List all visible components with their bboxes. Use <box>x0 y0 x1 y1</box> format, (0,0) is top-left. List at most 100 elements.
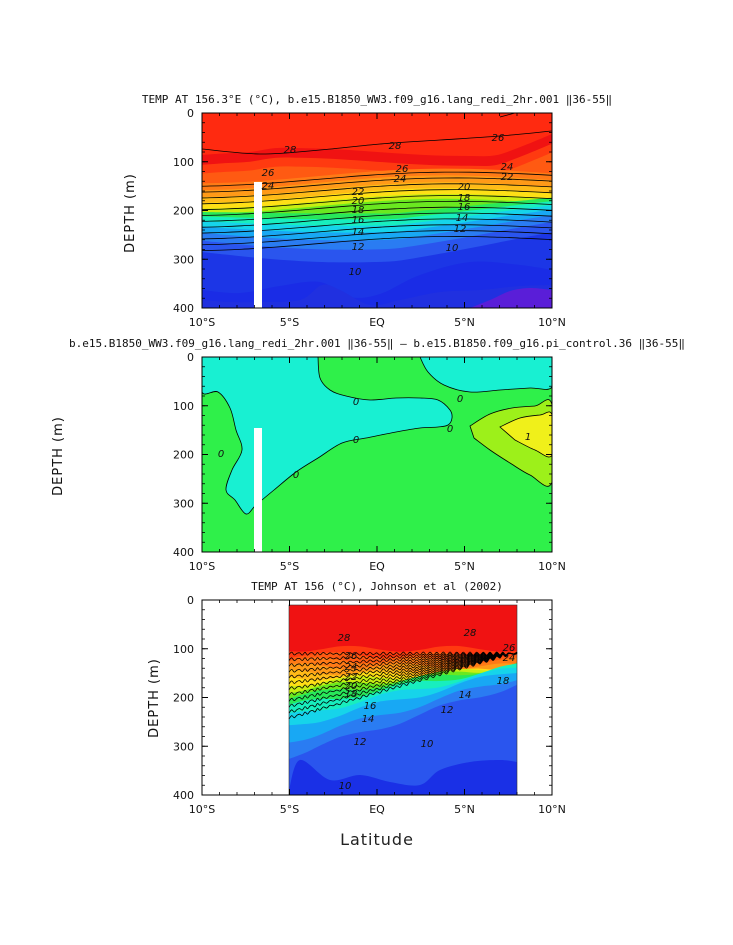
panel2-negative-region <box>202 357 453 515</box>
panel3-xtick-label: 5°N <box>454 803 475 816</box>
panel3-isotherm <box>288 652 518 696</box>
panel1-xtick-label: 10°S <box>189 316 215 329</box>
panel2-ytick-label: 300 <box>173 497 194 510</box>
panel3-xlabel: Latitude <box>340 830 414 849</box>
panel2-max-core <box>499 411 552 458</box>
panel2-clabel: 0 <box>353 397 359 408</box>
panel3-isotherm <box>288 651 518 708</box>
panel1-xtick-label: 5°N <box>454 316 475 329</box>
panel1-clabel: 10 <box>446 243 459 254</box>
panel1-clabel: 22 <box>501 172 514 183</box>
panel1-ytick-label: 200 <box>173 205 194 218</box>
panel3-clabel: 26 <box>503 643 516 654</box>
panel2-xtick-label: EQ <box>369 560 385 573</box>
panel2-missing-data-gap <box>254 428 262 552</box>
panel1-ytick-label: 400 <box>173 302 194 315</box>
panel3-clabel: 12 <box>441 705 454 716</box>
panel3-isotherm <box>288 652 518 679</box>
panel3-clabel: 10 <box>421 739 434 750</box>
panel2-ytick-label: 400 <box>173 546 194 559</box>
panel3-clabel: 22 <box>345 672 358 683</box>
panel3-ylabel: DEPTH (m) <box>147 658 162 738</box>
panel1-missing-data-gap <box>254 182 262 308</box>
panel1-ytick-label: 300 <box>173 253 194 266</box>
panel2-contour-field <box>202 357 552 552</box>
panel3-axes: 10°S 5°S EQ 5°N 10°N 0 100 200 300 400 <box>173 594 566 816</box>
panel3-clabel: 24 <box>503 653 516 664</box>
panel3-clabel: 26 <box>345 651 358 662</box>
panel3-xtick-label: 10°N <box>538 803 566 816</box>
panel3-isotherm <box>288 652 518 673</box>
panel3-ytick-label: 200 <box>173 692 194 705</box>
panel1-ytick-label: 0 <box>187 107 194 120</box>
panel2-xtick-label: 5°S <box>280 560 299 573</box>
panel2-xtick-label: 10°N <box>538 560 566 573</box>
panel3-ytick-label: 0 <box>187 594 194 607</box>
panel2-title: b.e15.B1850_WW3.f09_g16.lang_redi_2hr.00… <box>69 337 685 350</box>
panel1-xtick-label: 10°N <box>538 316 566 329</box>
panel1-isotherm-28 <box>202 130 552 155</box>
panel3-xtick-label: EQ <box>369 803 385 816</box>
panel3-clabel: 24 <box>345 662 358 673</box>
panel1-clabel: 28 <box>284 145 297 156</box>
panel2-xtick-label: 10°S <box>189 560 215 573</box>
panel2-clabel: 0 <box>353 435 359 446</box>
panel1-clabel: 28 <box>389 141 402 152</box>
panel1-xtick-label: EQ <box>369 316 385 329</box>
panel2-clabel: 0 <box>218 449 224 460</box>
panel2-clabel: 0 <box>293 470 299 481</box>
panel3-contour-lines <box>288 651 518 720</box>
panel1-clabel: 24 <box>501 162 514 173</box>
panel2-xtick-label: 5°N <box>454 560 475 573</box>
panel1-clabel: 24 <box>394 174 407 185</box>
panel3-clabel: 28 <box>464 628 477 639</box>
panel1-clabel: 18 <box>458 193 471 204</box>
panel3-isotherm <box>288 652 518 685</box>
panel3-isotherm <box>288 651 518 720</box>
panel3-isotherm <box>288 652 518 690</box>
panel3-xtick-label: 5°S <box>280 803 299 816</box>
panel2-contour-labels: 0 0 0 0 0 0 1 <box>218 394 531 481</box>
panel1-clabel: 16 <box>352 215 365 226</box>
panel3-clabel: 28 <box>338 633 351 644</box>
panel3-clabel: 12 <box>354 737 367 748</box>
panel3-clabel: 14 <box>362 714 375 725</box>
panel3-clabel: 16 <box>364 701 377 712</box>
panel1-title: TEMP AT 156.3°E (°C), b.e15.B1850_WW3.f0… <box>142 93 612 106</box>
panel1-clabel: 10 <box>349 267 362 278</box>
panel3-clabel: 14 <box>459 690 472 701</box>
panel1-clabel: 12 <box>352 242 365 253</box>
panel1-clabel: 16 <box>458 202 471 213</box>
panel2-ylabel: DEPTH (m) <box>51 416 66 496</box>
panel3-isotherm <box>288 651 518 714</box>
panel2-clabel: 1 <box>525 432 531 443</box>
panel1-ylabel: DEPTH (m) <box>123 173 138 253</box>
panel1-axes: 10°S 5°S EQ 5°N 10°N 0 100 200 300 400 <box>173 107 566 329</box>
panel3-clabel: 20 <box>345 681 358 692</box>
panel3-isotherm <box>288 651 518 662</box>
panel3-ytick-label: 400 <box>173 789 194 802</box>
panel3-data-extent <box>288 604 518 795</box>
panel3-clabel: 18 <box>345 689 358 700</box>
panel1-clabel: 24 <box>262 181 275 192</box>
panel2-ytick-label: 100 <box>173 400 194 413</box>
panel2-ytick-label: 0 <box>187 351 194 364</box>
panel3-band-deep <box>289 759 517 795</box>
panel2-clabel: 0 <box>457 394 463 405</box>
panel1-clabel: 14 <box>456 213 469 224</box>
panel1-clabel: 18 <box>352 205 365 216</box>
panel3-clabel: 18 <box>497 676 510 687</box>
panel1-clabel: 20 <box>352 196 365 207</box>
panel3-clabel: 10 <box>339 781 352 792</box>
panel1-clabel: 26 <box>396 164 409 175</box>
panel1-clabel: 14 <box>352 227 365 238</box>
panel1-ytick-label: 100 <box>173 156 194 169</box>
panel1-clabel: 22 <box>352 187 365 198</box>
panel3-isotherm <box>288 651 518 656</box>
panel2-clabel: 0 <box>447 424 453 435</box>
panel3-isotherm <box>288 652 518 667</box>
panel1-xtick-label: 5°S <box>280 316 299 329</box>
